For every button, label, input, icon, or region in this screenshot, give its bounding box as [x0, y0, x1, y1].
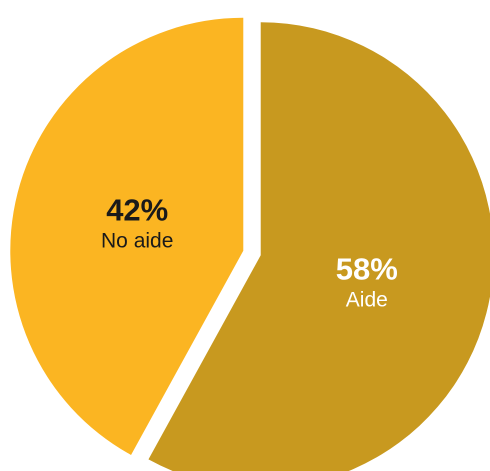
pie-slices: [10, 17, 490, 471]
pie-labels: 58%Aide 42%No aide: [101, 193, 398, 312]
slice-name-label: No aide: [101, 230, 173, 253]
slice-percent-label: 58%: [336, 251, 398, 286]
pie-slice-no-aide: [10, 17, 244, 455]
slice-name-label: Aide: [346, 288, 388, 311]
pie-slice-aide: [148, 22, 490, 471]
slice-percent-label: 42%: [106, 193, 168, 228]
